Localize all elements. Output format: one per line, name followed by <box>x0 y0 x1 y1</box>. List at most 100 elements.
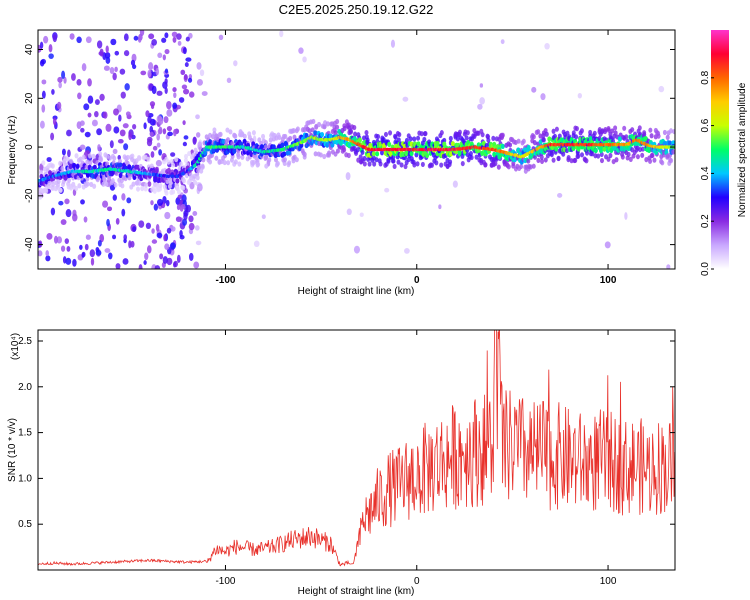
spectrogram-noise-point <box>167 131 173 137</box>
spectrogram-halo-point <box>195 175 200 181</box>
spectrogram-halo-point <box>496 164 501 170</box>
spectrogram-noise-point <box>147 115 152 124</box>
spectrogram-body-point <box>375 151 380 157</box>
spectrogram-halo-point <box>408 136 413 142</box>
spectrogram-halo-point <box>508 142 513 148</box>
spectrogram-halo-point <box>355 147 360 153</box>
snr-y-axis-label: SNR (10 * v/v) <box>7 418 18 482</box>
spectrogram-halo-point <box>662 129 667 136</box>
spectrogram-noise-point <box>117 139 124 144</box>
spectrogram-halo-point <box>603 127 608 133</box>
spectrogram-halo-point <box>378 161 383 167</box>
spectrogram-halo-point <box>181 178 186 184</box>
spectrogram-noise-point <box>91 119 98 127</box>
spectrogram-noise-point <box>146 136 153 143</box>
spectrogram-halo-point <box>600 129 605 135</box>
spectrogram-noise-point <box>188 215 194 223</box>
spectrogram-noise-point <box>94 110 99 118</box>
spectrogram-halo-point <box>327 152 332 158</box>
spectrogram-body-point <box>671 140 675 146</box>
spectrogram-noise-point <box>182 141 188 147</box>
spectrogram-noise-point <box>199 69 205 77</box>
spectrogram-noise-point <box>147 69 152 78</box>
spectrogram-noise-point <box>95 249 102 256</box>
snr-x-axis-label: Height of straight line (km) <box>298 586 415 597</box>
spectrogram-halo-point <box>412 162 417 168</box>
spectrogram-halo-point <box>143 154 148 160</box>
spectrogram-noise-point <box>183 74 188 81</box>
spectrogram-halo-point <box>236 154 241 160</box>
spectrogram-halo-point <box>171 189 176 195</box>
spectrogram-halo-point <box>74 153 79 159</box>
spectrogram-halo-point <box>183 157 188 164</box>
spectrogram-body-point <box>416 141 421 147</box>
spectrogram-noise-point <box>180 69 186 76</box>
spectrogram-halo-point <box>78 156 83 162</box>
spectrogram-noise-point <box>170 226 176 232</box>
spectrogram-noise-point <box>166 109 173 117</box>
spectrogram-noise-point <box>99 48 104 57</box>
spectrogram-noise-point <box>83 103 90 111</box>
spectrogram-noise-point <box>66 129 72 137</box>
spectrogram-noise-point <box>302 56 307 63</box>
spectrogram-noise-point <box>188 222 195 231</box>
spectrogram-halo-point <box>622 125 627 131</box>
spectrogram-halo-point <box>474 154 479 160</box>
spectrogram-halo-point <box>396 159 401 165</box>
spectrogram-noise-point <box>404 247 410 254</box>
spectrogram-halo-point <box>372 161 377 167</box>
spectrogram-halo-point <box>536 157 541 164</box>
spectrogram-halo-point <box>541 137 546 143</box>
spectrogram-halo-point <box>175 185 180 191</box>
spectrogram-halo-point <box>486 137 491 143</box>
spectrogram-noise-point <box>201 91 208 96</box>
spectrogram-noise-point <box>61 70 66 79</box>
spectrogram-halo-point <box>543 157 548 163</box>
spectrogram-noise-point <box>156 232 163 239</box>
spectrogram-halo-point <box>448 135 453 142</box>
spectrogram-halo-point <box>240 154 245 160</box>
spectrogram-noise-point <box>172 87 177 93</box>
spectrogram-noise-point <box>150 104 155 110</box>
spectrogram-noise-point <box>51 88 55 95</box>
spectrogram-halo-point <box>69 158 74 164</box>
spectrogram-noise-point <box>61 148 66 156</box>
spectrogram-noise-point <box>500 39 505 45</box>
spectrogram-noise-point <box>80 127 85 133</box>
spectrogram-body-point <box>280 142 285 148</box>
spectrogram-halo-point <box>317 121 322 128</box>
spectrogram-noise-point <box>107 206 113 212</box>
spectrogram-halo-point <box>335 118 340 125</box>
spectrogram-halo-point <box>649 133 654 139</box>
spectrogram-body-point <box>202 150 207 156</box>
spectrogram-noise-point <box>106 218 110 227</box>
spectrogram-halo-point <box>88 160 93 166</box>
spectrogram-noise-point <box>87 95 94 104</box>
spectrogram-noise-point <box>154 265 161 269</box>
spectrogram-halo-point <box>56 178 61 185</box>
spectrogram-halo-point <box>403 163 408 170</box>
spectrogram-halo-point <box>267 157 272 163</box>
spectrogram-noise-point <box>113 108 119 116</box>
spectrogram-noise-point <box>193 261 200 269</box>
spectrogram-halo-point <box>464 135 469 141</box>
spectrogram-noise-point <box>173 261 177 268</box>
spectrogram-halo-point <box>247 131 252 137</box>
spectrogram-halo-point <box>264 163 269 169</box>
spectrogram-body-point <box>290 146 295 152</box>
spectrogram-x-axis-label: Height of straight line (km) <box>298 286 415 297</box>
spectrogram-halo-point <box>140 185 145 192</box>
spectrogram-noise-point <box>164 243 170 250</box>
spectrogram-axes: -100 0 100 -40 -20 0 20 40 <box>24 30 675 286</box>
spectrogram-body-point <box>175 178 180 184</box>
snr-frame <box>37 329 676 571</box>
spectrogram-noise-point <box>94 99 100 105</box>
spectrogram-noise-point <box>150 200 154 206</box>
spectrogram-noise-point <box>122 123 129 129</box>
spectrogram-noise-point <box>123 50 130 57</box>
spectrogram-halo-point <box>288 135 293 142</box>
spectrogram-noise-point <box>192 211 198 217</box>
spectrogram-noise-point <box>43 35 49 44</box>
spectrogram-noise-point <box>452 180 458 188</box>
spectrogram-halo-point <box>468 150 473 157</box>
